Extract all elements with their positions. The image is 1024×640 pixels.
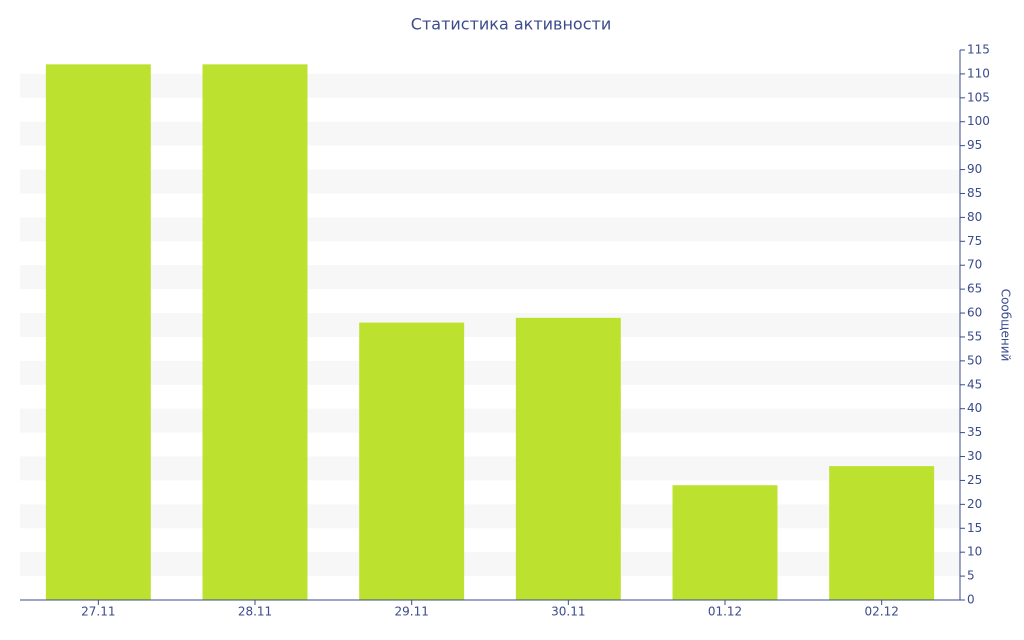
- grid-band: [20, 217, 960, 242]
- y-tick-label: 60: [967, 306, 982, 320]
- y-tick-label: 30: [967, 449, 982, 463]
- x-tick-label: 29.11: [394, 605, 428, 619]
- grid-band: [20, 456, 960, 481]
- grid-band: [20, 504, 960, 529]
- y-tick-label: 5: [967, 569, 975, 583]
- x-tick-label: 28.11: [238, 605, 272, 619]
- y-tick-label: 20: [967, 497, 982, 511]
- bar: [45, 64, 151, 600]
- y-tick-label: 100: [967, 114, 990, 128]
- y-tick-label: 10: [967, 545, 982, 559]
- grid-band: [20, 265, 960, 290]
- y-tick-label: 0: [967, 593, 975, 607]
- y-tick-label: 55: [967, 329, 982, 343]
- y-tick-label: 80: [967, 210, 982, 224]
- chart-title: Статистика активности: [411, 15, 611, 34]
- y-tick-label: 110: [967, 66, 990, 80]
- bar: [515, 317, 621, 600]
- y-tick-label: 25: [967, 473, 982, 487]
- y-tick-label: 95: [967, 138, 982, 152]
- y-tick-label: 70: [967, 258, 982, 272]
- x-tick-label: 01.12: [708, 605, 742, 619]
- bar: [672, 485, 778, 600]
- y-tick-label: 35: [967, 425, 982, 439]
- x-tick-label: 27.11: [81, 605, 115, 619]
- grid-band: [20, 360, 960, 385]
- y-tick-label: 115: [967, 43, 990, 57]
- y-tick-label: 65: [967, 282, 982, 296]
- y-tick-label: 75: [967, 234, 982, 248]
- bar: [829, 466, 935, 600]
- x-tick-label: 30.11: [551, 605, 585, 619]
- x-tick-label: 02.12: [864, 605, 898, 619]
- y-axis-title: Сообщений: [999, 289, 1013, 362]
- grid-band: [20, 169, 960, 194]
- grid-band: [20, 552, 960, 577]
- y-tick-label: 85: [967, 186, 982, 200]
- y-tick-label: 40: [967, 401, 982, 415]
- bar: [359, 322, 465, 600]
- y-tick-label: 90: [967, 162, 982, 176]
- grid-band: [20, 408, 960, 433]
- grid-band: [20, 121, 960, 146]
- grid-band: [20, 73, 960, 98]
- y-tick-label: 15: [967, 521, 982, 535]
- y-tick-label: 45: [967, 377, 982, 391]
- y-tick-label: 50: [967, 353, 982, 367]
- bar: [202, 64, 308, 600]
- y-tick-label: 105: [967, 90, 990, 104]
- grid-band: [20, 313, 960, 337]
